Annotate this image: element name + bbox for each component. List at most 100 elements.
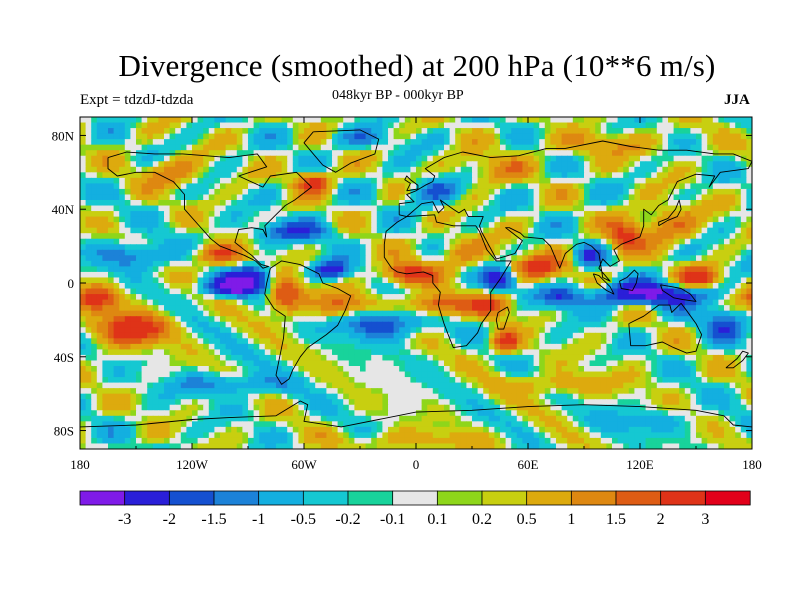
field-cell — [679, 321, 686, 328]
field-cell — [270, 139, 277, 146]
field-cell — [399, 139, 406, 146]
field-cell — [455, 238, 462, 245]
field-cell — [197, 288, 204, 295]
field-cell — [595, 327, 602, 334]
field-cell — [556, 233, 563, 240]
field-cell — [696, 122, 703, 129]
field-cell — [315, 194, 322, 201]
field-cell — [427, 233, 434, 240]
field-cell — [320, 161, 327, 168]
field-cell — [696, 294, 703, 301]
field-cell — [511, 310, 518, 317]
field-cell — [707, 283, 714, 290]
field-cell — [119, 249, 126, 256]
field-cell — [102, 194, 109, 201]
field-cell — [668, 271, 675, 279]
field-cell — [208, 316, 215, 323]
field-cell — [696, 188, 703, 196]
field-cell — [259, 166, 266, 173]
field-cell — [281, 222, 288, 229]
field-cell — [701, 216, 708, 223]
field-cell — [304, 194, 311, 201]
field-cell — [606, 321, 613, 328]
field-cell — [292, 244, 299, 251]
field-cell — [236, 216, 243, 223]
field-cell — [231, 294, 238, 301]
field-cell — [113, 332, 120, 339]
field-cell — [645, 188, 652, 196]
field-cell — [371, 316, 378, 323]
field-cell — [304, 310, 311, 317]
field-cell — [511, 133, 518, 140]
field-cell — [136, 133, 143, 140]
field-cell — [410, 277, 417, 284]
field-cell — [298, 144, 305, 151]
field-cell — [662, 321, 669, 328]
field-cell — [192, 188, 199, 196]
field-cell — [477, 133, 484, 140]
field-cell — [656, 200, 663, 207]
field-cell — [309, 227, 316, 234]
field-cell — [220, 233, 227, 240]
field-cell — [158, 211, 165, 218]
field-cell — [164, 238, 171, 245]
field-cell — [175, 155, 182, 162]
field-cell — [544, 233, 551, 240]
field-cell — [91, 338, 98, 345]
field-cell — [298, 343, 305, 350]
field-cell — [152, 161, 159, 168]
field-cell — [628, 321, 635, 328]
field-cell — [544, 211, 551, 218]
field-cell — [192, 266, 199, 273]
field-cell — [427, 238, 434, 245]
field-cell — [416, 222, 423, 229]
field-cell — [192, 294, 199, 301]
field-cell — [382, 260, 389, 267]
field-cell — [500, 144, 507, 151]
field-cell — [253, 266, 260, 273]
field-cell — [102, 288, 109, 295]
field-cell — [410, 194, 417, 201]
field-cell — [477, 216, 484, 223]
field-cell — [320, 188, 327, 196]
field-cell — [365, 271, 372, 279]
field-cell — [158, 260, 165, 267]
field-cell — [567, 183, 574, 190]
field-cell — [264, 205, 271, 212]
field-cell — [466, 266, 473, 273]
field-cell — [287, 316, 294, 323]
field-cell — [343, 283, 350, 290]
field-cell — [304, 233, 311, 240]
field-cell — [656, 211, 663, 218]
field-cell — [298, 139, 305, 146]
field-cell — [192, 277, 199, 284]
field-cell — [264, 150, 271, 157]
field-cell — [175, 177, 182, 184]
field-cell — [612, 194, 619, 201]
field-cell — [276, 327, 283, 334]
field-cell — [180, 161, 187, 168]
field-cell — [259, 238, 266, 245]
field-cell — [130, 172, 137, 179]
field-cell — [746, 222, 752, 229]
field-cell — [80, 183, 87, 190]
field-cell — [735, 283, 742, 290]
field-cell — [651, 338, 658, 345]
field-cell — [645, 194, 652, 201]
field-cell — [108, 299, 115, 306]
field-cell — [360, 316, 367, 323]
field-cell — [388, 188, 395, 196]
field-cell — [550, 205, 557, 212]
field-cell — [516, 144, 523, 151]
field-cell — [91, 294, 98, 301]
field-cell — [488, 249, 495, 256]
field-cell — [500, 338, 507, 345]
field-cell — [556, 133, 563, 140]
field-cell — [606, 117, 613, 124]
field-cell — [248, 216, 255, 223]
field-cell — [455, 117, 462, 124]
field-cell — [337, 155, 344, 162]
field-cell — [214, 177, 221, 184]
field-cell — [287, 161, 294, 168]
